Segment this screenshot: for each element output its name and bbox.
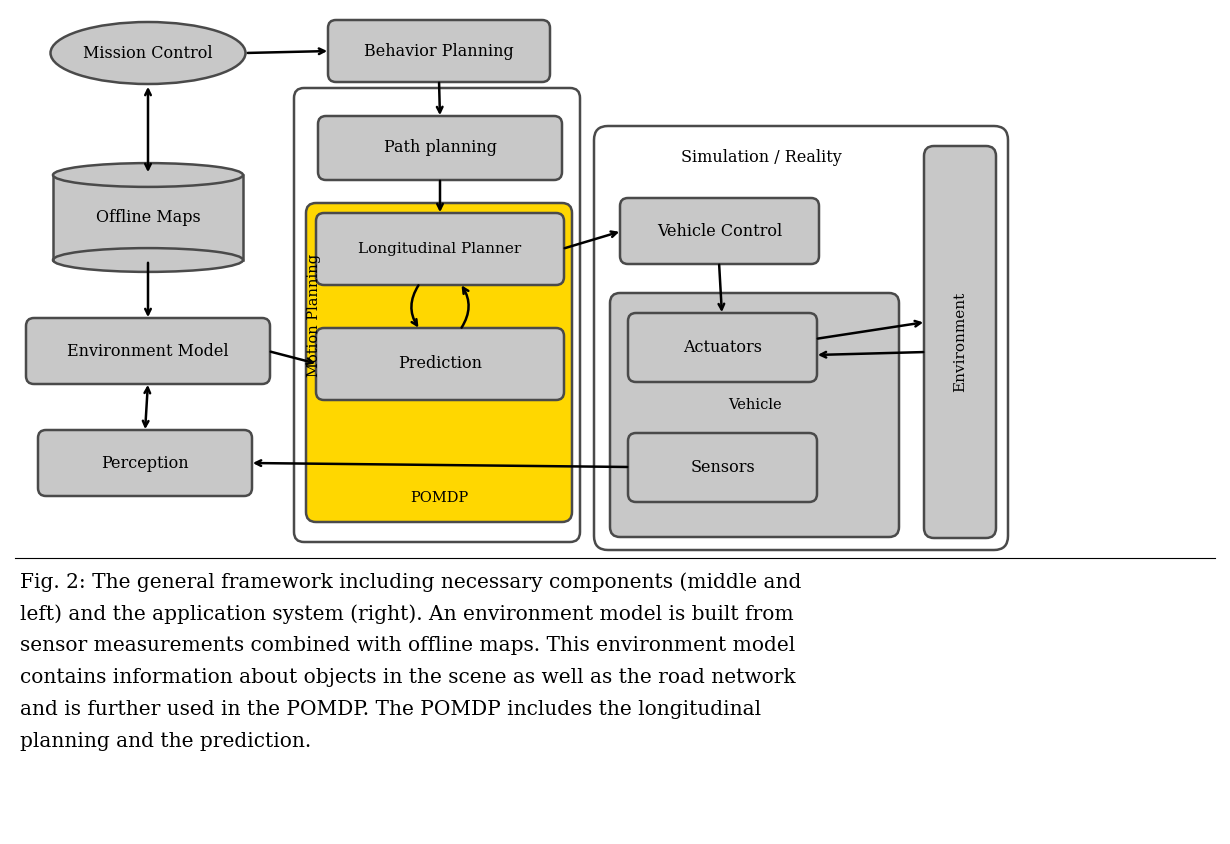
FancyBboxPatch shape (629, 313, 817, 382)
Ellipse shape (53, 163, 244, 187)
FancyBboxPatch shape (294, 88, 581, 542)
Text: Environment: Environment (953, 292, 967, 392)
Text: Motion Planning: Motion Planning (308, 253, 321, 376)
FancyBboxPatch shape (316, 213, 565, 285)
FancyBboxPatch shape (26, 318, 271, 384)
Text: Prediction: Prediction (399, 355, 482, 372)
FancyBboxPatch shape (316, 328, 565, 400)
Text: POMDP: POMDP (410, 491, 469, 505)
Text: and is further used in the POMDP. The POMDP includes the longitudinal: and is further used in the POMDP. The PO… (20, 700, 761, 719)
Text: Vehicle: Vehicle (728, 398, 781, 412)
Text: Vehicle Control: Vehicle Control (657, 223, 782, 240)
Text: Simulation / Reality: Simulation / Reality (680, 149, 841, 166)
Text: Fig. 2: The general framework including necessary components (middle and: Fig. 2: The general framework including … (20, 572, 802, 592)
FancyBboxPatch shape (924, 146, 996, 538)
FancyBboxPatch shape (620, 198, 819, 264)
Text: Path planning: Path planning (384, 139, 497, 156)
Text: Behavior Planning: Behavior Planning (364, 42, 514, 59)
FancyBboxPatch shape (610, 293, 899, 537)
Ellipse shape (53, 248, 244, 272)
Ellipse shape (50, 22, 246, 84)
FancyBboxPatch shape (328, 20, 550, 82)
Text: Offline Maps: Offline Maps (96, 209, 200, 226)
Text: left) and the application system (right). An environment model is built from: left) and the application system (right)… (20, 604, 793, 624)
Text: contains information about objects in the scene as well as the road network: contains information about objects in th… (20, 668, 796, 687)
FancyBboxPatch shape (319, 116, 562, 180)
Text: Actuators: Actuators (683, 339, 763, 356)
FancyBboxPatch shape (629, 433, 817, 502)
FancyBboxPatch shape (594, 126, 1009, 550)
Text: Environment Model: Environment Model (68, 343, 229, 360)
Text: Longitudinal Planner: Longitudinal Planner (358, 242, 522, 256)
Text: Sensors: Sensors (690, 459, 755, 476)
FancyBboxPatch shape (38, 430, 252, 496)
Bar (53, 175, 244, 260)
FancyBboxPatch shape (306, 203, 572, 522)
Text: planning and the prediction.: planning and the prediction. (20, 732, 311, 751)
Text: sensor measurements combined with offline maps. This environment model: sensor measurements combined with offlin… (20, 636, 796, 655)
Text: Mission Control: Mission Control (84, 45, 213, 62)
Text: Perception: Perception (101, 455, 189, 472)
